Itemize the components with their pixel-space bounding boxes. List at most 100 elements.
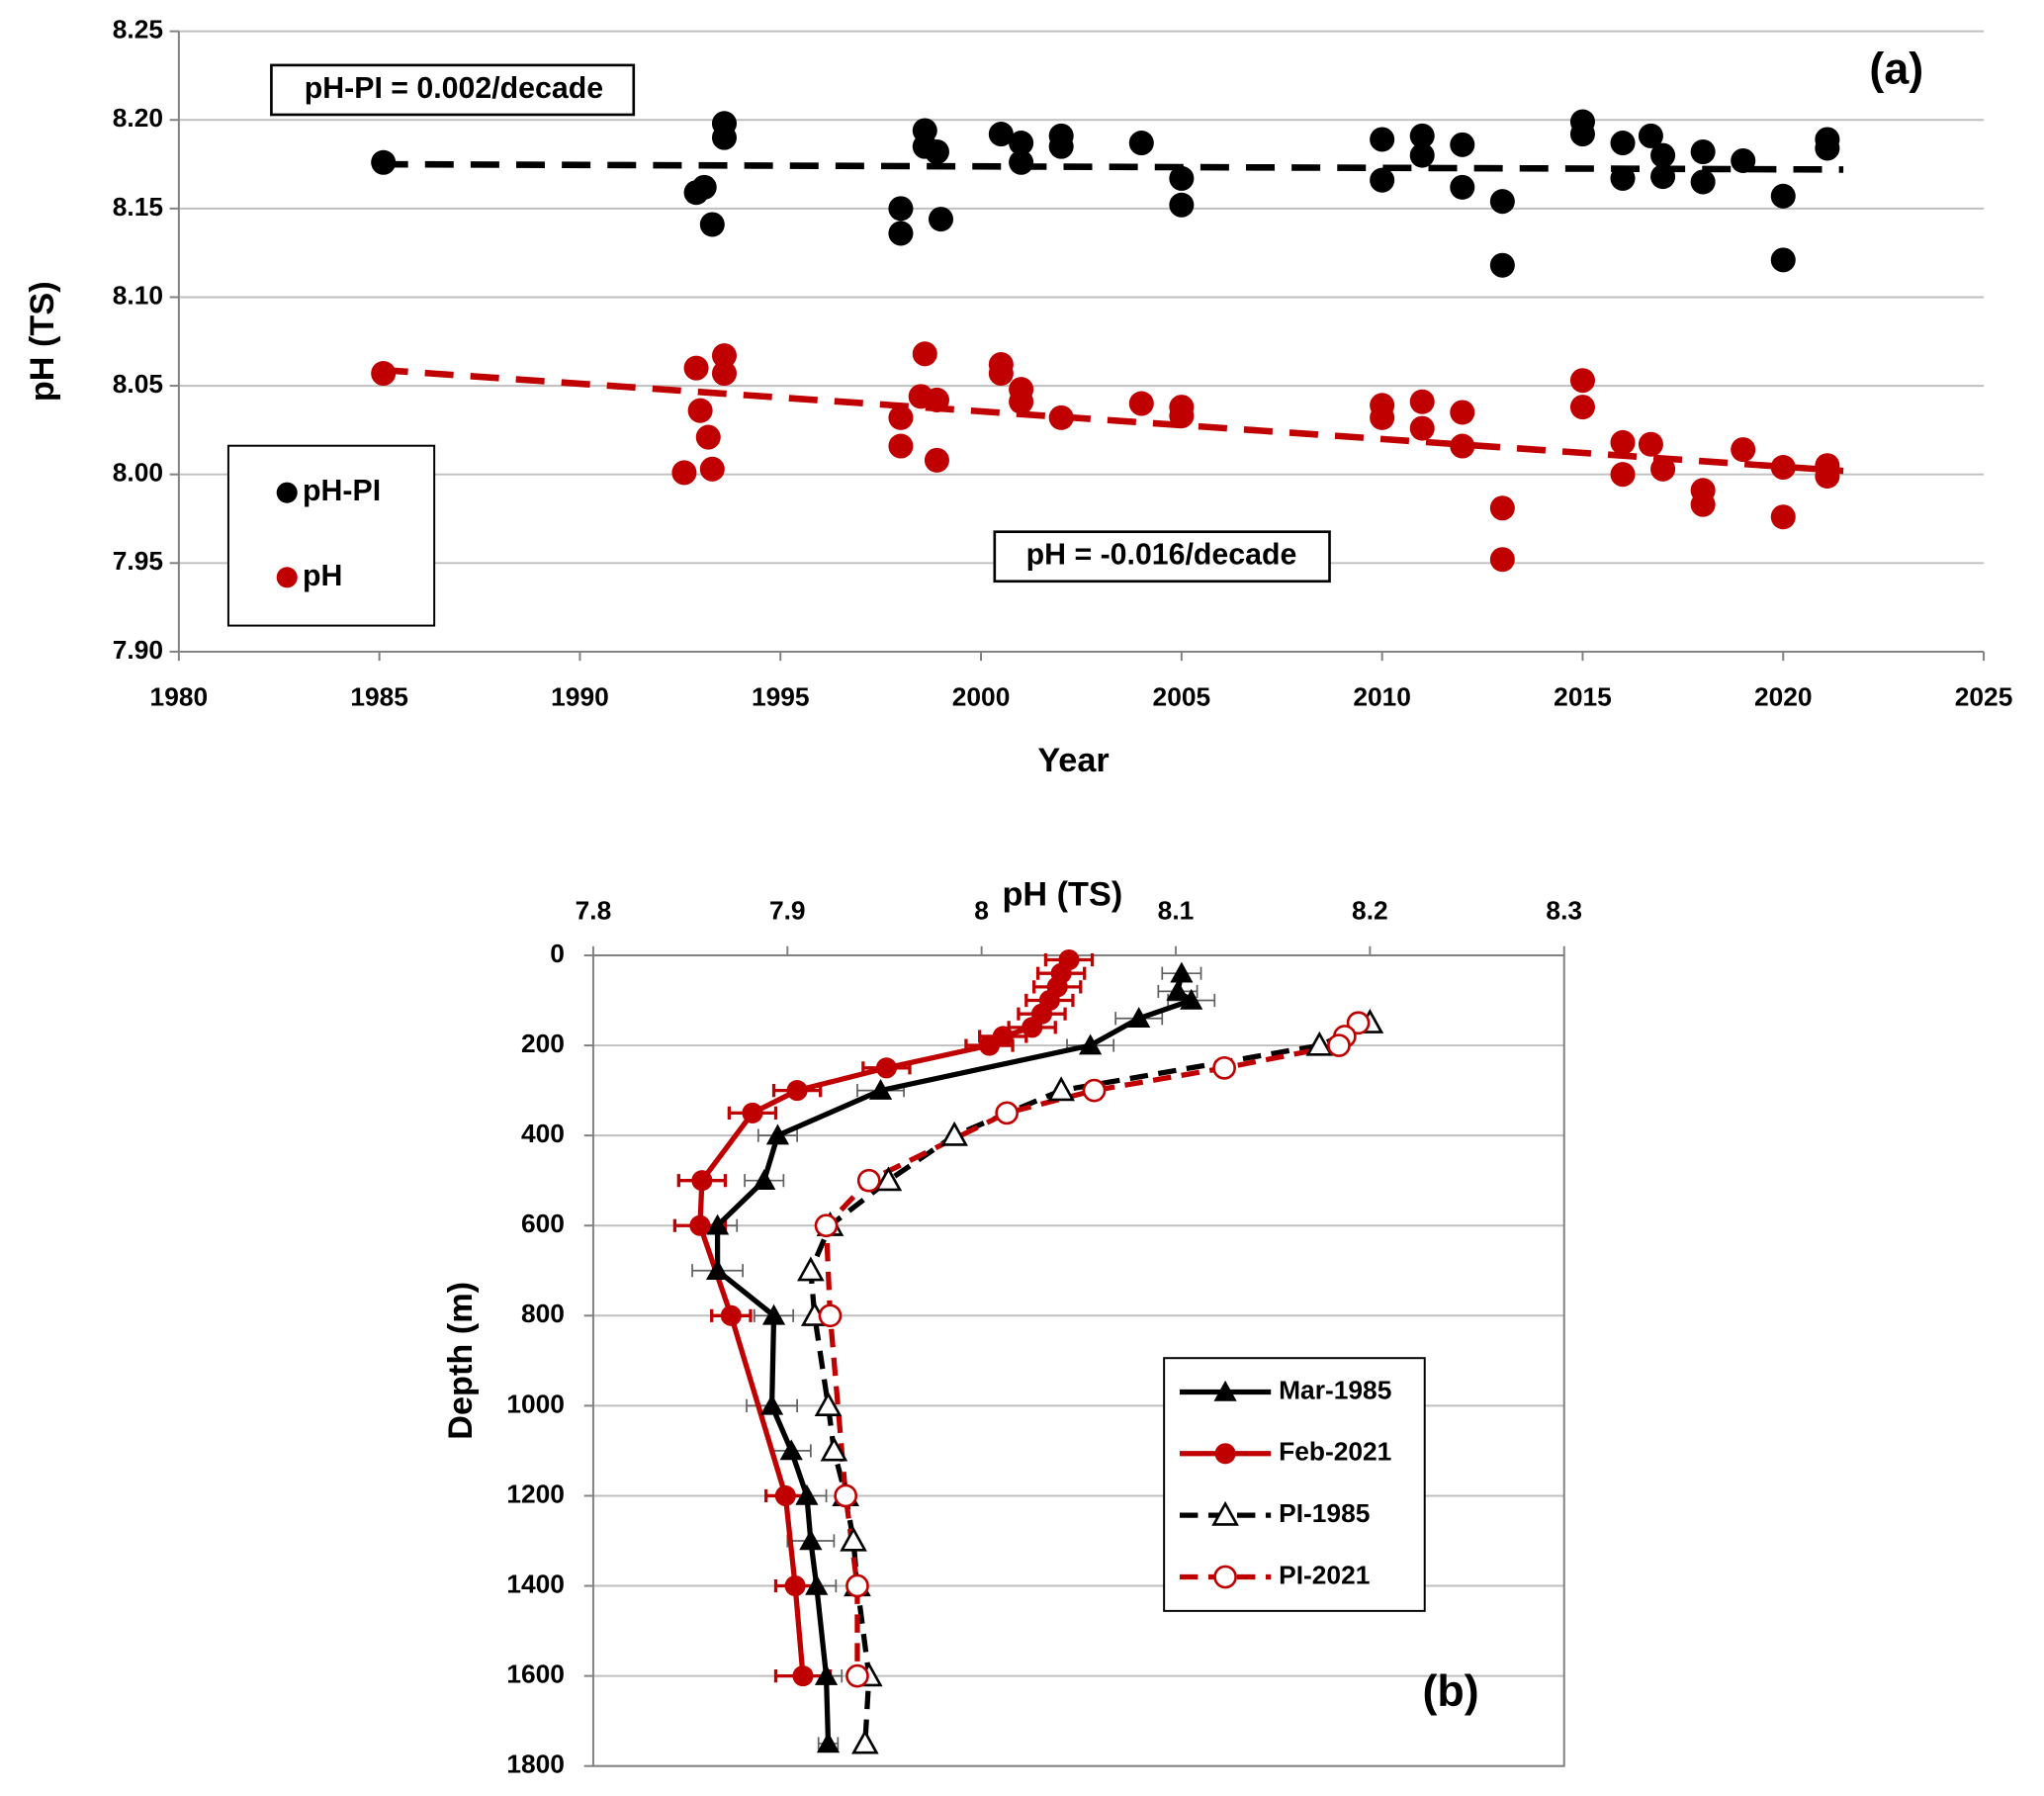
data-point <box>924 138 949 165</box>
legend-label: PI-1985 <box>1279 1498 1370 1528</box>
data-point <box>774 1484 796 1506</box>
data-point <box>834 1483 858 1508</box>
data-point <box>711 361 737 387</box>
data-point <box>888 433 914 459</box>
data-point <box>1169 165 1195 191</box>
data-point <box>765 1123 790 1145</box>
data-point <box>940 1121 968 1146</box>
data-point <box>683 355 709 381</box>
data-point <box>1082 1078 1107 1103</box>
data-point <box>1489 189 1515 215</box>
legend-label: PI-2021 <box>1279 1560 1370 1589</box>
data-point <box>699 212 725 237</box>
data-point <box>1450 433 1475 459</box>
data-point <box>720 1304 742 1326</box>
data-point <box>820 1436 848 1462</box>
data-point <box>840 1526 867 1552</box>
data-point <box>814 1392 843 1416</box>
y-tick-label: 1200 <box>506 1479 565 1508</box>
x-tick-label: 2020 <box>1754 681 1813 711</box>
data-point <box>1450 132 1475 157</box>
y-axis-label: pH (TS) <box>24 281 61 402</box>
legend-marker <box>276 482 298 503</box>
data-point <box>1048 404 1074 430</box>
data-point <box>761 1303 786 1325</box>
y-tick-label: 1600 <box>506 1660 565 1689</box>
y-tick-label: 400 <box>521 1119 565 1148</box>
data-point <box>1450 400 1475 425</box>
x-tick-label: 8 <box>974 895 989 925</box>
data-point <box>1770 247 1796 273</box>
data-point <box>1409 142 1435 168</box>
y-tick-label: 800 <box>521 1299 565 1328</box>
data-point <box>888 221 914 246</box>
data-point <box>874 1166 903 1192</box>
data-point <box>742 1102 763 1123</box>
data-point <box>1009 131 1034 156</box>
legend-label: pH <box>303 560 342 592</box>
x-tick-label: 1990 <box>551 681 609 711</box>
data-point <box>753 1169 776 1190</box>
data-point <box>797 1256 825 1282</box>
data-point <box>1128 391 1154 416</box>
y-tick-label: 7.90 <box>113 635 163 665</box>
data-point <box>1610 462 1636 488</box>
x-tick-label: 8.2 <box>1352 895 1388 925</box>
data-point <box>868 1079 893 1100</box>
data-point <box>705 1213 730 1235</box>
x-tick-label: 1980 <box>150 681 209 711</box>
y-tick-label: 7.95 <box>113 546 163 576</box>
annotation-box <box>993 530 1331 584</box>
data-point <box>818 1303 843 1328</box>
data-point <box>1166 979 1190 1001</box>
data-point <box>1638 123 1663 148</box>
data-point <box>759 1393 784 1415</box>
data-point <box>1690 138 1716 165</box>
x-tick-label: 2025 <box>1955 681 2013 711</box>
data-point <box>1048 134 1074 159</box>
data-point <box>1815 463 1840 490</box>
data-point <box>928 207 954 232</box>
data-point <box>786 1080 808 1102</box>
legend-box <box>1163 1357 1426 1612</box>
data-point <box>1009 149 1034 175</box>
data-point <box>1638 431 1663 457</box>
y-tick-label: 0 <box>550 939 565 968</box>
trend-line <box>379 366 1844 475</box>
x-tick-label: 2005 <box>1153 681 1211 711</box>
y-tick-label: 8.20 <box>113 103 163 133</box>
data-point <box>1815 135 1840 161</box>
y-axis-label: Depth (m) <box>442 1282 480 1440</box>
data-point <box>912 341 937 367</box>
data-point <box>1127 1007 1151 1029</box>
legend-marker <box>1214 1443 1236 1465</box>
data-point <box>1305 1031 1334 1056</box>
legend-label: pH-PI <box>303 475 381 507</box>
legend-box <box>226 444 436 627</box>
annotation-box <box>270 63 636 117</box>
data-point <box>711 343 737 369</box>
trend-line <box>379 160 1844 173</box>
x-axis-label: Year <box>1037 742 1109 779</box>
profile-line <box>823 1021 1361 1676</box>
legend-marker <box>1213 1380 1237 1401</box>
data-point <box>1327 1033 1351 1057</box>
data-point <box>888 196 914 222</box>
data-point <box>1409 123 1435 148</box>
data-point <box>1180 988 1203 1010</box>
data-point <box>1212 1055 1236 1080</box>
legend-marker <box>1213 1565 1237 1589</box>
data-point <box>784 1574 806 1597</box>
data-point <box>1409 389 1435 414</box>
plot-frame <box>591 953 1565 1767</box>
data-point <box>1370 404 1395 430</box>
data-point <box>691 1170 713 1192</box>
data-point <box>699 456 725 482</box>
annotation: pH = -0.016/decade <box>1026 539 1297 572</box>
data-point <box>1569 122 1595 147</box>
data-point <box>689 1214 711 1236</box>
data-point <box>888 404 914 430</box>
data-point <box>1370 127 1395 152</box>
